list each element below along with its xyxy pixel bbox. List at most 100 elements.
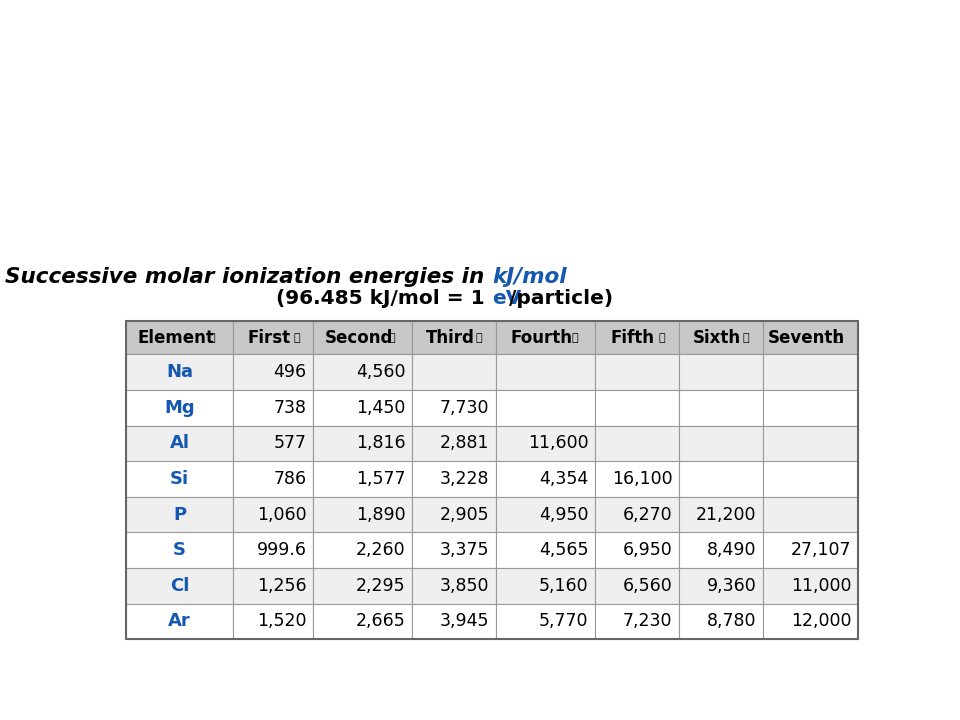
Bar [126,390,233,426]
Text: Second: Second [324,329,393,347]
Text: Fifth: Fifth [611,329,655,347]
Bar [679,462,762,497]
Bar [126,321,858,639]
Bar [679,390,762,426]
Bar [495,390,595,426]
Text: Element: Element [137,329,214,347]
Bar [126,354,233,390]
Bar [762,568,858,603]
Text: Fourth: Fourth [511,329,572,347]
Text: Successive molar ionization energies in: Successive molar ionization energies in [5,267,492,287]
Text: 4,560: 4,560 [356,363,406,381]
Bar [495,354,595,390]
Bar [595,354,679,390]
Bar [412,568,495,603]
Bar [233,568,313,603]
Text: 1,520: 1,520 [257,613,306,631]
Bar [595,497,679,532]
Bar [679,532,762,568]
Text: ⬧: ⬧ [476,333,482,343]
Bar [313,603,412,639]
Text: 8,490: 8,490 [707,541,756,559]
Text: 3,945: 3,945 [440,613,490,631]
Bar [313,426,412,462]
Bar [495,462,595,497]
Bar [595,532,679,568]
Bar [679,354,762,390]
Bar [595,568,679,603]
Bar [233,321,313,354]
Bar [126,532,233,568]
Text: 786: 786 [274,470,306,488]
Text: ⬧: ⬧ [389,333,396,343]
Bar [126,462,233,497]
Bar [762,321,858,354]
Text: eV: eV [492,289,521,308]
Text: Al: Al [170,434,189,452]
Text: 2,260: 2,260 [356,541,406,559]
Text: 2,665: 2,665 [356,613,406,631]
Text: P: P [173,505,186,523]
Bar [679,321,762,354]
Text: 11,000: 11,000 [791,577,852,595]
Text: 6,270: 6,270 [623,505,673,523]
Bar [313,321,412,354]
Text: /particle): /particle) [509,289,613,308]
Text: Sixth: Sixth [693,329,741,347]
Text: 6,950: 6,950 [623,541,673,559]
Bar [495,426,595,462]
Text: 2,295: 2,295 [356,577,406,595]
Bar [412,426,495,462]
Bar [595,426,679,462]
Bar [495,568,595,603]
Text: ⬧: ⬧ [659,333,665,343]
Text: 1,890: 1,890 [356,505,406,523]
Bar [126,568,233,603]
Text: 738: 738 [274,399,306,417]
Bar [233,462,313,497]
Bar [412,532,495,568]
Text: 8,780: 8,780 [707,613,756,631]
Bar [126,426,233,462]
Bar [679,603,762,639]
Text: ⬧: ⬧ [835,333,842,343]
Text: Seventh: Seventh [768,329,845,347]
Bar [762,603,858,639]
Text: Cl: Cl [170,577,189,595]
Bar [233,497,313,532]
Text: 3,850: 3,850 [440,577,490,595]
Text: ⬧: ⬧ [294,333,300,343]
Text: 6,560: 6,560 [623,577,673,595]
Text: 11,600: 11,600 [528,434,588,452]
Bar [495,532,595,568]
Bar [412,462,495,497]
Bar [762,426,858,462]
Text: Na: Na [166,363,193,381]
Text: Third: Third [425,329,474,347]
Text: 2,905: 2,905 [440,505,490,523]
Text: 1,816: 1,816 [356,434,406,452]
Bar [313,568,412,603]
Text: 999.6: 999.6 [256,541,306,559]
Bar [233,532,313,568]
Bar [313,497,412,532]
Bar [495,497,595,532]
Text: 1,060: 1,060 [257,505,306,523]
Bar [762,532,858,568]
Bar [679,497,762,532]
Bar [313,532,412,568]
Text: 9,360: 9,360 [707,577,756,595]
Text: 7,230: 7,230 [623,613,673,631]
Bar [233,603,313,639]
Bar [313,390,412,426]
Text: 27,107: 27,107 [791,541,852,559]
Text: kJ/mol: kJ/mol [492,267,566,287]
Bar [412,390,495,426]
Bar [126,497,233,532]
Text: 1,577: 1,577 [356,470,406,488]
Bar [762,462,858,497]
Bar [595,321,679,354]
Bar [495,321,595,354]
Text: 3,375: 3,375 [440,541,490,559]
Bar [762,497,858,532]
